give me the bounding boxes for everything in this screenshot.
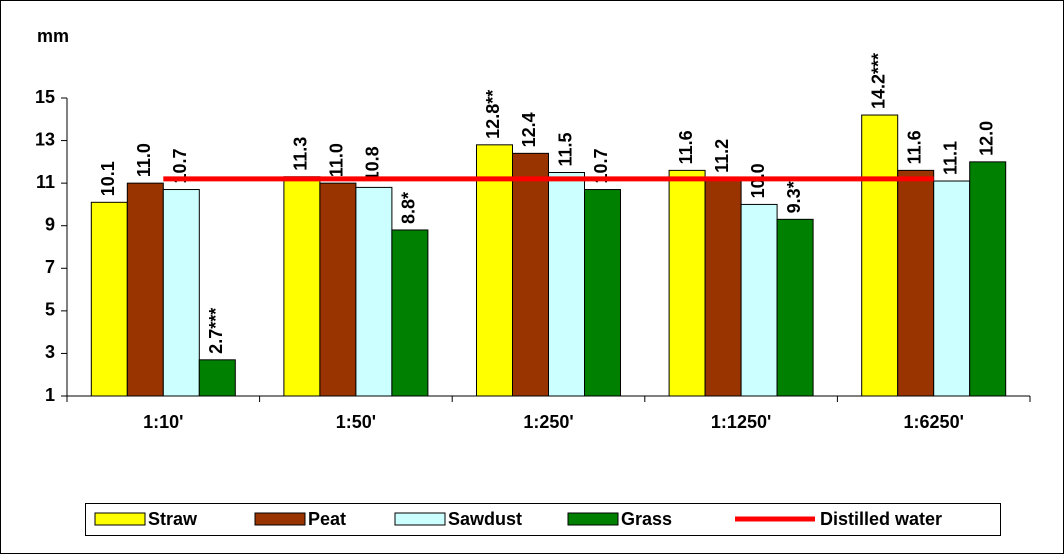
value-label: 10.1 <box>98 161 118 196</box>
legend-label: Grass <box>621 509 672 529</box>
x-tick-label: 1:250' <box>523 412 573 432</box>
legend-label: Peat <box>308 509 346 529</box>
legend-box <box>85 503 1001 536</box>
bar <box>319 182 357 397</box>
value-label: 10.7 <box>591 148 611 183</box>
y-tick-label: 3 <box>45 342 55 362</box>
value-label: 12.0 <box>976 121 996 156</box>
bar <box>198 359 236 397</box>
bar <box>355 186 393 397</box>
y-tick-label: 13 <box>35 129 55 149</box>
value-label: 14.2*** <box>868 53 888 109</box>
legend-label: Sawdust <box>448 509 522 529</box>
legend-swatch <box>567 512 619 526</box>
x-tick-label: 1:10' <box>143 412 183 432</box>
bar <box>476 144 513 397</box>
bar <box>740 203 778 397</box>
bar <box>90 201 128 397</box>
bar <box>933 180 971 397</box>
y-tick-label: 9 <box>45 214 55 234</box>
bar <box>969 161 1007 397</box>
value-label: 11.3 <box>291 137 311 171</box>
y-tick-label: 11 <box>36 172 55 192</box>
value-label: 11.6 <box>676 130 696 164</box>
legend-swatch <box>394 512 446 526</box>
value-label: 11.6 <box>904 130 924 164</box>
bar <box>162 189 200 397</box>
value-label: 11.0 <box>327 143 347 177</box>
legend-swatch <box>254 512 306 526</box>
bar <box>776 218 814 397</box>
value-label: 11.0 <box>134 143 154 177</box>
bar <box>584 189 621 397</box>
value-label: 2.7*** <box>206 308 226 354</box>
value-label: 9.3* <box>784 181 804 213</box>
value-label: 11.1 <box>940 141 960 175</box>
value-label: 10.8 <box>363 146 383 181</box>
bar <box>283 176 321 397</box>
y-tick-label: 7 <box>45 257 55 277</box>
bar <box>861 114 899 397</box>
value-label: 8.8* <box>399 192 419 224</box>
y-tick-label: 1 <box>45 385 55 405</box>
bar <box>897 169 935 397</box>
bar <box>548 172 585 397</box>
x-tick-label: 1:6250' <box>904 412 964 432</box>
value-label: 10.7 <box>170 148 190 183</box>
legend-swatch <box>94 512 146 526</box>
y-tick-label: 15 <box>35 87 55 107</box>
bar <box>704 178 742 397</box>
value-label: 12.4 <box>519 112 539 147</box>
y-tick-label: 5 <box>45 300 55 320</box>
value-label: 11.2 <box>712 139 732 173</box>
bar <box>391 229 429 397</box>
x-tick-label: 1:1250' <box>711 412 771 432</box>
y-axis-label: mm <box>37 26 69 46</box>
x-tick-label: 1:50' <box>336 412 376 432</box>
value-label: 11.5 <box>555 132 575 166</box>
legend-label: Distilled water <box>820 509 942 529</box>
legend-label: Straw <box>148 509 198 529</box>
bar <box>668 169 706 397</box>
value-label: 12.8** <box>483 90 503 139</box>
bar <box>126 182 164 397</box>
bar <box>512 152 549 397</box>
